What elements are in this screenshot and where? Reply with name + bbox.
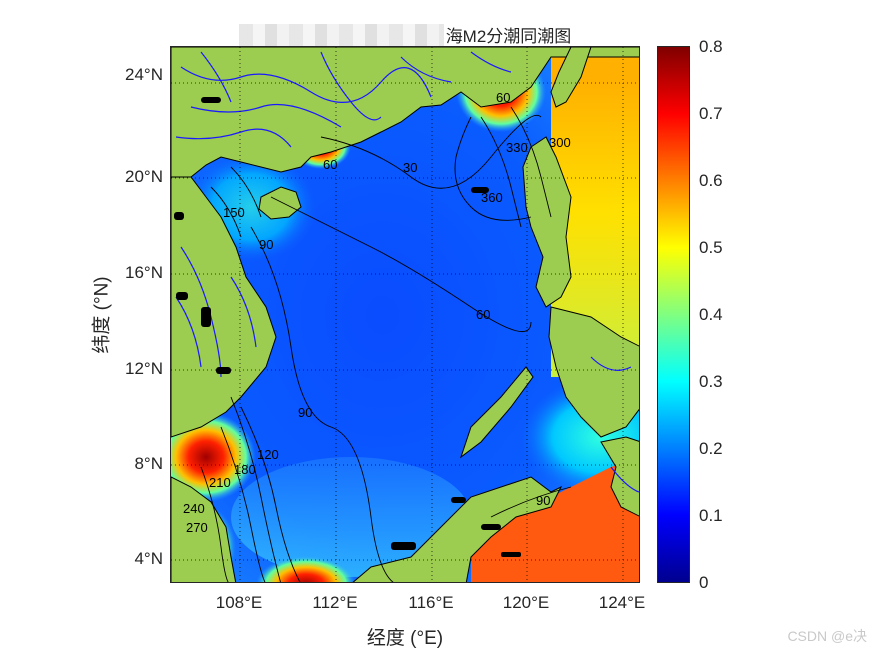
- y-tick-label: 12°N: [125, 359, 163, 378]
- x-tick-label: 120°E: [502, 593, 550, 612]
- river-network: [175, 51, 639, 493]
- y-tick-label: 16°N: [125, 263, 163, 282]
- y-tick-label: 4°N: [134, 549, 163, 568]
- colorbar-tick-label: 0: [699, 573, 709, 592]
- contour-label: 240: [183, 501, 205, 516]
- land-indochina: [171, 176, 277, 438]
- colorbar-tick-label: 0.6: [699, 171, 723, 190]
- mekong-high: [171, 412, 256, 502]
- contour-label: 60: [496, 90, 510, 105]
- coastal-markers: [174, 97, 521, 557]
- land-china-north: [171, 47, 639, 178]
- land-luzon: [522, 136, 572, 308]
- contour-label: 330: [506, 140, 528, 155]
- land-hainan: [258, 186, 302, 220]
- land-taiwan: [550, 47, 592, 108]
- land-malay: [171, 476, 237, 582]
- cotidal-map: 30 60 90 120 150 180 210 240 270 300 330…: [171, 47, 639, 582]
- x-axis-label: 经度 (°E): [366, 628, 444, 649]
- colorbar-tick-label: 0.8: [699, 37, 723, 56]
- contour-label: 270: [186, 520, 208, 535]
- x-tick-label: 112°E: [312, 593, 358, 612]
- colorbar-tick-label: 0.4: [699, 305, 723, 324]
- y-tick-label: 24°N: [125, 65, 163, 84]
- contour-label: 300: [549, 135, 571, 150]
- colorbar-tick-label: 0.1: [699, 506, 723, 525]
- map-title: 海M2分潮同潮图: [170, 22, 640, 47]
- land-palawan: [460, 366, 534, 459]
- y-tick-label: 20°N: [125, 167, 163, 186]
- graticule: [171, 47, 639, 582]
- redacted-title-prefix: [238, 24, 444, 46]
- south-coast-high: [256, 556, 356, 582]
- contour-label: 90: [536, 493, 550, 508]
- celebes-sea-field: [471, 457, 639, 582]
- land-visayas: [548, 306, 639, 438]
- y-axis-label: 纬度 (°N): [91, 276, 113, 354]
- land-mindanao: [600, 436, 639, 517]
- contour-label: 360: [481, 190, 503, 205]
- x-tick-label: 108°E: [215, 593, 263, 612]
- cotidal-lines: [200, 106, 572, 582]
- contour-label: 120: [257, 447, 279, 462]
- colorbar-tick-label: 0.7: [699, 104, 723, 123]
- watermark: CSDN @e决: [787, 628, 867, 644]
- y-tick-label: 8°N: [134, 454, 163, 473]
- map-plot-area: 30 60 90 120 150 180 210 240 270 300 330…: [170, 46, 640, 583]
- x-tick-label: 124°E: [598, 593, 646, 612]
- contour-label: 30: [403, 160, 417, 175]
- colorbar-tick-label: 0.5: [699, 238, 723, 257]
- colorbar: [657, 46, 690, 583]
- contour-label: 60: [323, 157, 337, 172]
- contour-label: 150: [223, 205, 245, 220]
- colorbar-tick-label: 0.2: [699, 439, 723, 458]
- contour-label: 90: [259, 237, 273, 252]
- colorbar-tick-label: 0.3: [699, 372, 723, 391]
- x-tick-label: 116°E: [408, 593, 454, 612]
- contour-label: 60: [476, 307, 490, 322]
- contour-label: 210: [209, 475, 231, 490]
- contour-label: 180: [234, 462, 256, 477]
- contour-label-group: 30 60 90 120 150 180 210 240 270 300 330…: [183, 90, 571, 535]
- land-borneo: [352, 476, 563, 582]
- contour-label: 90: [298, 405, 312, 420]
